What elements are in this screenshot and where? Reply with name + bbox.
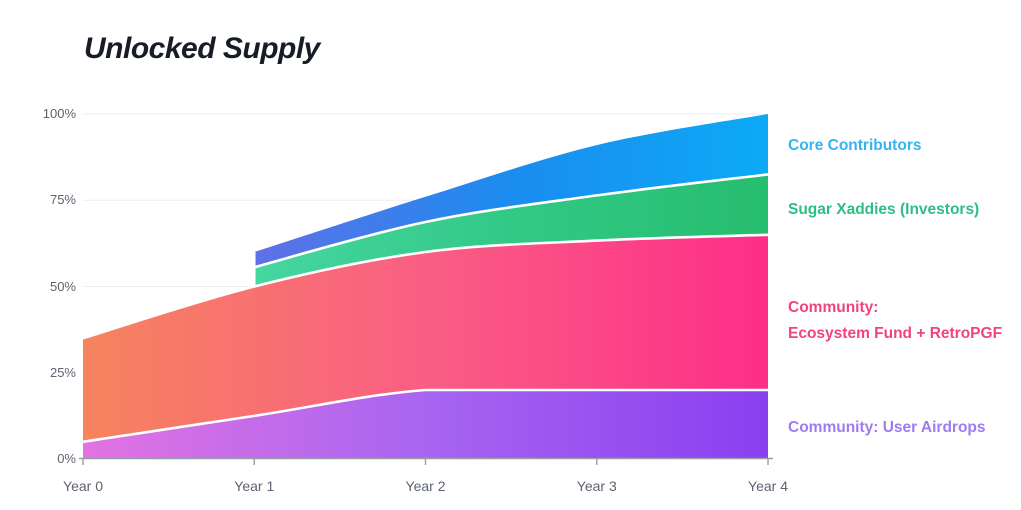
separator-airdrops-top — [82, 388, 768, 444]
chart-title: Unlocked Supply — [84, 32, 320, 65]
x-axis-label: Year 3 — [576, 478, 617, 494]
y-axis-label: 25% — [49, 364, 76, 380]
legend-community-line1: Community: — [788, 299, 879, 316]
area-band-core — [254, 114, 769, 268]
y-axis-label: 100% — [42, 106, 76, 121]
area-band-airdrops — [83, 390, 768, 459]
x-axis-label: Year 4 — [748, 478, 788, 494]
separator-investors-top — [253, 173, 769, 269]
legend-user-airdrops: Community: User Airdrops — [788, 419, 986, 436]
y-axis-label: 0% — [57, 451, 76, 466]
x-axis-label: Year 2 — [405, 478, 446, 494]
legend-core-contributors: Core Contributors — [788, 137, 922, 154]
x-axis-label: Year 1 — [234, 478, 275, 494]
y-axis-label: 50% — [49, 278, 76, 294]
y-axis-label: 75% — [49, 192, 76, 208]
legend-community-ecosystem: Community: Ecosystem Fund + RetroPGF — [788, 295, 1002, 347]
separator-ecosystem-top — [82, 233, 769, 340]
legend-community-line2: Ecosystem Fund + RetroPGF — [788, 325, 1003, 342]
legend-investors: Sugar Xaddies (Investors) — [788, 201, 980, 218]
x-axis-label: Year 0 — [63, 478, 103, 494]
